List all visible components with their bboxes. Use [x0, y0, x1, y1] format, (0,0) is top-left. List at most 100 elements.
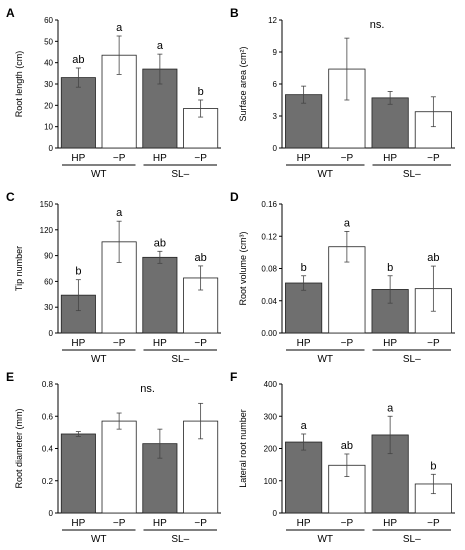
group-label: SL– — [171, 354, 189, 365]
category-label: −P — [427, 153, 440, 164]
y-tick-label: 90 — [44, 252, 53, 261]
bar — [60, 77, 96, 149]
significance-letter: a — [387, 402, 394, 414]
bar — [285, 441, 323, 514]
bar — [101, 420, 137, 514]
category-label: −P — [194, 338, 207, 349]
significance-letter: a — [344, 217, 351, 229]
category-label: −P — [427, 338, 440, 349]
significance-letter: b — [387, 262, 393, 274]
category-label: HP — [297, 518, 311, 529]
panel-letter: B — [230, 6, 239, 20]
panel-letter: D — [230, 190, 239, 204]
category-label: HP — [297, 338, 311, 349]
y-tick-label: 0 — [49, 509, 54, 518]
y-tick-label: 0 — [273, 144, 278, 153]
category-label: −P — [341, 153, 354, 164]
y-tick-label: 400 — [264, 380, 278, 389]
y-tick-label: 30 — [44, 80, 53, 89]
y-axis-label: Lateral root number — [238, 409, 248, 488]
group-label: WT — [91, 169, 107, 180]
category-label: −P — [113, 338, 126, 349]
y-tick-label: 300 — [264, 412, 278, 421]
significance-letter: a — [116, 207, 123, 219]
y-axis-label: Root volume (cm³) — [238, 231, 248, 305]
group-label: WT — [317, 169, 333, 180]
y-axis-label: Root diameter (mm) — [14, 408, 24, 488]
category-label: −P — [427, 518, 440, 529]
panel-letter: F — [230, 370, 237, 384]
panel-letter: A — [6, 6, 15, 20]
y-tick-label: 0 — [49, 144, 54, 153]
significance-letter: ab — [154, 237, 166, 249]
significance-letter: ab — [341, 440, 353, 452]
significance-letter: b — [75, 266, 81, 278]
significance-letter: b — [430, 460, 436, 472]
y-tick-label: 0.16 — [261, 200, 277, 209]
category-label: HP — [383, 153, 397, 164]
y-tick-label: 60 — [44, 16, 53, 25]
y-tick-label: 0.4 — [42, 445, 54, 454]
group-label: WT — [317, 534, 333, 545]
group-label: WT — [317, 354, 333, 365]
category-label: HP — [71, 518, 85, 529]
category-label: HP — [153, 518, 167, 529]
y-tick-label: 0.6 — [42, 412, 54, 421]
y-tick-label: 9 — [273, 48, 278, 57]
category-label: HP — [383, 518, 397, 529]
ns-annotation: ns. — [370, 19, 385, 31]
y-axis-label: Root length (cm) — [14, 51, 24, 118]
group-label: WT — [91, 534, 107, 545]
significance-letter: ab — [195, 252, 207, 264]
y-tick-label: 0 — [49, 329, 54, 338]
significance-letter: ab — [72, 54, 84, 66]
ns-annotation: ns. — [140, 383, 155, 395]
y-tick-label: 12 — [268, 16, 277, 25]
significance-letter: b — [198, 86, 204, 98]
y-tick-label: 60 — [44, 277, 53, 286]
y-tick-label: 0.00 — [261, 329, 277, 338]
y-tick-label: 20 — [44, 101, 53, 110]
y-axis-label: Tip number — [14, 246, 24, 291]
y-tick-label: 0 — [273, 509, 278, 518]
category-label: −P — [341, 338, 354, 349]
category-label: −P — [194, 153, 207, 164]
y-tick-label: 3 — [273, 112, 278, 121]
y-tick-label: 40 — [44, 59, 53, 68]
group-label: SL– — [171, 534, 189, 545]
y-tick-label: 100 — [264, 477, 278, 486]
significance-letter: b — [301, 262, 307, 274]
y-tick-label: 150 — [40, 200, 54, 209]
y-tick-label: 0.8 — [42, 380, 54, 389]
y-tick-label: 0.08 — [261, 265, 277, 274]
y-tick-label: 0.2 — [42, 477, 54, 486]
category-label: HP — [153, 153, 167, 164]
panel-letter: E — [6, 370, 14, 384]
y-axis-label: Surface area (cm²) — [238, 46, 248, 121]
category-label: HP — [383, 338, 397, 349]
significance-letter: a — [157, 40, 164, 52]
category-label: −P — [113, 518, 126, 529]
category-label: HP — [153, 338, 167, 349]
bar — [371, 97, 409, 149]
significance-letter: ab — [427, 252, 439, 264]
bar — [60, 433, 96, 514]
bar — [285, 282, 323, 334]
category-label: −P — [341, 518, 354, 529]
category-label: HP — [71, 153, 85, 164]
y-tick-label: 30 — [44, 303, 53, 312]
y-tick-label: 10 — [44, 123, 53, 132]
y-tick-label: 120 — [40, 226, 54, 235]
category-label: HP — [297, 153, 311, 164]
group-label: SL– — [403, 169, 421, 180]
category-label: −P — [194, 518, 207, 529]
significance-letter: a — [301, 420, 308, 432]
category-label: HP — [71, 338, 85, 349]
y-tick-label: 200 — [264, 445, 278, 454]
panel-letter: C — [6, 190, 15, 204]
group-label: WT — [91, 354, 107, 365]
significance-letter: a — [116, 22, 123, 34]
y-tick-label: 50 — [44, 37, 53, 46]
category-label: −P — [113, 153, 126, 164]
